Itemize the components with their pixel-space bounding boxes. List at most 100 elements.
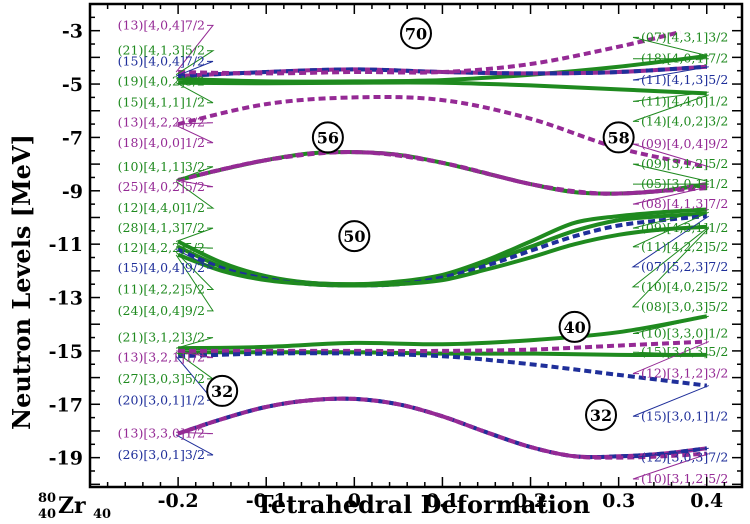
y-tick-label: -19 (49, 448, 83, 470)
magic-number-label: 50 (343, 227, 365, 246)
magic-number-circle (558, 310, 591, 343)
y-tick-label: -13 (49, 288, 83, 310)
y-tick-label: -5 (62, 74, 83, 96)
level-labels: (13)[4,0,4]7/2 (21)[4,1,3]5/2(15)[4,0,4]7… (118, 17, 729, 486)
y-tick-label: -7 (62, 127, 83, 149)
level-label-left: (11)[4,2,2]5/2 (118, 282, 205, 297)
level-label-right: (18)[4,0,4]7/2 (641, 51, 728, 66)
level-label-left: (13)[4,2,2]3/2 (118, 115, 205, 130)
y-tick-label: -9 (62, 181, 83, 203)
label-connector (632, 385, 709, 417)
y-tick-label: -15 (49, 341, 83, 363)
y-tick-label: -11 (49, 234, 83, 256)
level-label-right: (10)[3,3,0]1/2 (641, 326, 728, 341)
magic-number-markers: 70 56 58 50 40 32 32 (206, 17, 635, 431)
magic-number-label: 70 (405, 24, 427, 43)
level-label-right: (14)[4,0,2]3/2 (641, 113, 728, 128)
level-label-left: (20)[3,0,1]1/2 (118, 392, 205, 407)
level-label-left: (13)[3,3,0]1/2 (118, 426, 205, 441)
magic-number-label: 56 (317, 128, 339, 147)
label-connector (175, 24, 215, 73)
x-tick-label: 0.2 (514, 490, 547, 512)
level-curve (178, 80, 707, 96)
level-label-right: (11)[4,2,2]5/2 (641, 239, 728, 254)
label-connector (176, 179, 214, 188)
x-axis-label: Tetrahedral Deformation (256, 490, 591, 519)
magic-number-circle (311, 121, 344, 154)
nucleus-label: 80 40 Zr 40 (38, 491, 111, 522)
label-connector (175, 181, 215, 209)
nucleus-mass-number: 80 (38, 491, 56, 506)
axis-tick-labels: -0.2 -0.1 0 0.1 0.2 0.3 0.4 -3 -5 -7 -9 -11 -13 -15 -1… (49, 21, 724, 512)
label-connector (631, 227, 710, 308)
level-label-right: (11)[4,1,3]5/2 (641, 72, 728, 87)
level-label-right: (09)[3,1,2]5/2 (641, 156, 728, 171)
x-tick-label: -0.2 (158, 490, 199, 512)
magic-number-circle (338, 220, 371, 253)
level-label-left: (28)[4,1,3]7/2 (118, 220, 205, 235)
level-label-right: (07)[4,3,1]3/2 (641, 29, 728, 44)
level-label-left: (12)[4,2,2]5/2 (118, 240, 205, 255)
level-label-right: (12)[3,0,3]7/2 (641, 450, 728, 465)
level-label-left: (15)[4,1,1]1/2 (118, 95, 205, 110)
level-curve (177, 150, 708, 196)
level-label-right: (15)[3,0,1]1/2 (641, 408, 728, 423)
magic-number-label: 40 (563, 318, 585, 337)
label-connector (632, 163, 709, 182)
magic-number-label: 32 (590, 406, 612, 425)
label-connector (632, 208, 709, 229)
level-label-right: (07)[5,2,3]7/2 (641, 259, 728, 274)
level-label-left: (15)[4,0,4]9/2 (118, 260, 205, 275)
level-label-left: (25)[4,0,2]5/2 (118, 179, 205, 194)
magic-number-label: 32 (211, 382, 233, 401)
nucleus-neutron-number: 40 (93, 507, 111, 522)
level-label-right: (08)[4,1,3]7/2 (641, 196, 728, 211)
label-connector (632, 94, 709, 122)
label-connector (176, 431, 214, 435)
label-connector (632, 91, 709, 102)
label-connector (631, 215, 710, 268)
nucleus-symbol: Zr (58, 493, 86, 519)
label-connector (176, 122, 214, 125)
level-curve (178, 339, 707, 353)
magic-number-circle (206, 374, 239, 407)
label-connector (176, 350, 214, 359)
level-curve (178, 351, 708, 388)
label-connector (175, 60, 214, 77)
level-label-right: (09)[4,3,1]1/2 (641, 220, 728, 235)
level-label-left: (27)[3,0,3]5/2 (118, 371, 205, 386)
level-curve (177, 224, 707, 288)
level-curves (177, 30, 708, 460)
magic-number-circle (602, 121, 635, 154)
label-connector (175, 227, 214, 242)
label-connector (175, 254, 214, 312)
x-tick-label: 0.3 (602, 490, 635, 512)
level-label-left: (21)[3,1,2]3/2 (118, 330, 205, 345)
label-connector (632, 341, 709, 375)
label-connector (632, 453, 709, 480)
label-connector (175, 434, 214, 456)
nucleus-charge-number: 40 (38, 507, 56, 522)
level-curve (177, 94, 708, 169)
level-label-right: (15)[3,0,3]5/2 (641, 344, 728, 359)
label-connector (175, 82, 214, 104)
x-tick-label: -0.1 (246, 490, 287, 512)
magic-number-label: 58 (608, 128, 630, 147)
level-label-right: (05)[3,0,1]1/2 (641, 176, 728, 191)
x-tick-label: 0 (348, 490, 361, 512)
level-curve (177, 150, 708, 196)
level-curve (177, 150, 707, 196)
label-connector (632, 66, 709, 81)
label-connector (632, 315, 709, 335)
level-label-left: (24)[4,0,4]9/2 (118, 303, 205, 318)
label-connector (175, 251, 215, 291)
label-connectors (175, 24, 710, 480)
y-axis-label: Neutron Levels [MeV] (7, 134, 36, 430)
level-curve (178, 30, 681, 76)
y-tick-label: -17 (49, 394, 83, 416)
magic-number-circle (400, 17, 432, 50)
label-connector (632, 351, 709, 356)
level-label-left: (13)[4,0,4]7/2 (118, 17, 205, 32)
magic-number-circle (585, 398, 618, 431)
level-label-left: (26)[3,0,1]3/2 (118, 447, 205, 462)
